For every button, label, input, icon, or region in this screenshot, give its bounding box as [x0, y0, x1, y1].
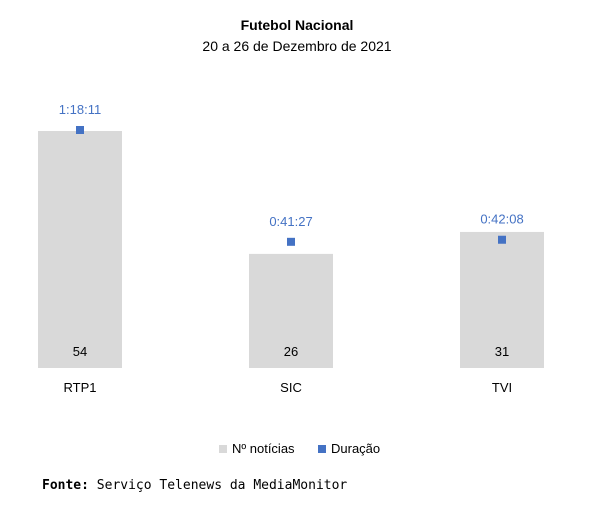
duration-marker-sic	[287, 237, 295, 246]
bar-sic	[249, 253, 333, 368]
duration-label-sic: 0:41:27	[269, 214, 312, 229]
x-tick-label-sic: SIC	[280, 380, 302, 395]
duration-marker-rtp1	[76, 126, 84, 134]
bar-value-label-tvi: 31	[495, 344, 509, 359]
legend-label-noticias: Nº notícias	[232, 441, 295, 456]
legend-swatch-duracao	[318, 445, 326, 453]
legend-swatch-noticias	[219, 445, 227, 453]
chart: Futebol Nacional 20 a 26 de Dezembro de …	[38, 17, 544, 456]
duration-label-tvi: 0:42:08	[480, 212, 523, 227]
x-tick-label-rtp1: RTP1	[64, 380, 97, 395]
chart-subtitle: 20 a 26 de Dezembro de 2021	[202, 38, 391, 54]
source-label: Fonte:	[42, 478, 89, 493]
plot-area: 54 1:18:11 RTP1 26 0:41:27 SIC 31 0:42:08 TVI	[38, 102, 544, 395]
chart-title: Futebol Nacional	[241, 17, 354, 33]
bar-rtp1	[38, 131, 122, 368]
bar-value-label-rtp1: 54	[73, 344, 87, 359]
duration-label-rtp1: 1:18:11	[59, 102, 101, 117]
legend-label-duracao: Duração	[331, 441, 380, 456]
source-text: Serviço Telenews da MediaMonitor	[88, 478, 348, 493]
bar-tvi	[460, 231, 544, 368]
legend: Nº notícias Duração	[219, 441, 380, 456]
bar-value-label-sic: 26	[284, 344, 298, 359]
duration-marker-tvi	[498, 235, 506, 244]
x-tick-label-tvi: TVI	[492, 380, 512, 395]
source-note: Fonte: Serviço Telenews da MediaMonitor	[42, 478, 347, 493]
